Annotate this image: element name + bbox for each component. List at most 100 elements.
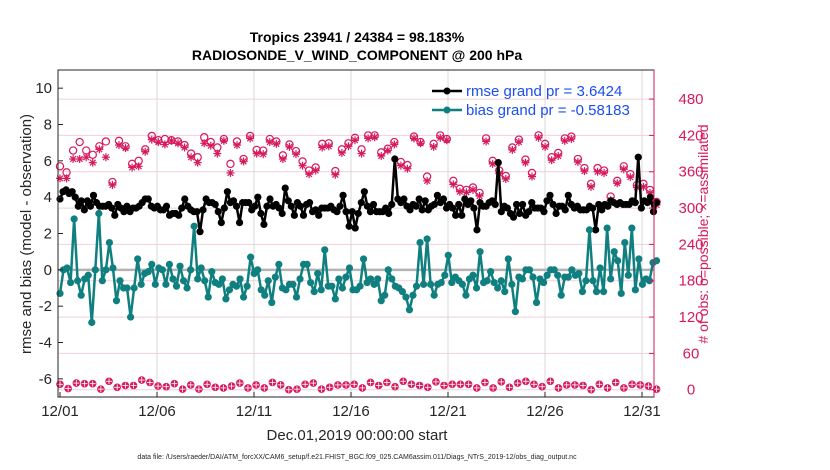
asterisk-stroke	[194, 159, 201, 166]
rmse-point	[120, 208, 128, 216]
obs-assimilated-marker	[573, 158, 582, 167]
obs-assimilated-marker	[593, 167, 602, 176]
rmse-point	[80, 206, 88, 214]
asterisk-stroke	[89, 159, 97, 166]
asterisk-stroke	[397, 162, 405, 169]
bias-point	[342, 273, 350, 281]
bias-point	[289, 280, 297, 288]
bias-point	[578, 288, 587, 296]
bias-point	[239, 293, 248, 301]
obs-assimilated-marker	[514, 138, 523, 147]
rmse-point	[305, 199, 314, 207]
rmse-point	[315, 211, 323, 219]
bias-point	[621, 238, 629, 247]
obs-assimilated-marker	[134, 162, 143, 171]
asterisk-stroke	[587, 183, 595, 191]
bias-point	[338, 284, 346, 292]
bias-point	[179, 277, 188, 285]
bias-point	[469, 271, 477, 279]
obs-assimilated-marker	[350, 136, 359, 145]
bias-point	[264, 277, 272, 285]
rmse-point	[144, 195, 152, 203]
asterisk-stroke	[168, 137, 175, 145]
bias-point	[448, 278, 456, 287]
rmse-point	[385, 209, 393, 218]
bias-point	[550, 266, 558, 274]
obs-assimilated-marker	[147, 135, 156, 144]
rmse-point	[595, 200, 603, 209]
bias-point	[511, 308, 519, 316]
obs-assimilated-marker	[206, 141, 215, 150]
obs-assimilated-marker	[482, 137, 491, 146]
asterisk-stroke	[148, 136, 156, 143]
obs-assimilated-marker	[534, 133, 543, 142]
rmse-point	[245, 199, 253, 207]
bias-point	[568, 266, 576, 274]
obs-assimilated-marker	[541, 142, 550, 151]
rmse-point	[287, 202, 295, 210]
bias-point	[441, 271, 449, 279]
asterisk-stroke	[141, 148, 149, 156]
asterisk-stroke	[305, 170, 313, 178]
asterisk-stroke	[338, 149, 346, 157]
bias-point	[504, 255, 512, 263]
rmse-point	[491, 200, 499, 209]
rmse-point	[400, 195, 408, 203]
x-ticks: 12/01 12/06 12/11 12/16 12/21 12/26 12/31	[41, 392, 661, 420]
asterisk-stroke	[82, 153, 90, 161]
asterisk-stroke	[332, 171, 339, 179]
rmse-point	[56, 195, 64, 203]
obs-assimilated-marker	[252, 149, 261, 158]
asterisk-stroke	[240, 158, 247, 165]
bias-point	[151, 280, 159, 288]
asterisk-stroke	[502, 175, 510, 183]
rmse-point	[598, 206, 606, 214]
rmse-point	[254, 193, 262, 201]
bias-point	[377, 297, 385, 305]
rmse-point	[235, 219, 244, 227]
bias-point	[144, 268, 152, 276]
obs-assimilated-marker	[409, 134, 418, 143]
obs-assimilated-marker	[62, 174, 71, 183]
asterisk-stroke	[155, 138, 162, 146]
asterisk-stroke	[594, 168, 601, 175]
obs-assimilated-marker	[160, 140, 169, 149]
bias-point	[254, 266, 262, 274]
bias-point	[165, 260, 174, 268]
bias-point	[345, 264, 354, 272]
bias-point	[592, 288, 601, 296]
legend-rmse-label: rmse grand pr = 3.6424	[466, 83, 622, 100]
asterisk-stroke	[345, 143, 352, 150]
rmse-point	[452, 211, 460, 219]
bias-point	[409, 291, 417, 299]
bias-point	[359, 255, 368, 263]
legend-bias-label: bias grand pr = -0.58183	[466, 102, 630, 119]
chart-title: Tropics 23941 / 24384 = 98.183%	[250, 29, 465, 45]
rmse-point	[564, 191, 572, 199]
obs-assimilated-marker	[187, 153, 196, 162]
rmse-point	[449, 204, 457, 212]
asterisk-stroke	[463, 189, 470, 196]
asterisk-stroke	[233, 141, 241, 149]
bias-point	[374, 275, 382, 283]
bias-point	[600, 288, 608, 296]
bias-point	[247, 253, 255, 261]
bias-point	[321, 246, 329, 254]
asterisk-stroke	[581, 167, 588, 175]
asterisk-stroke	[554, 152, 562, 160]
bias-point	[268, 298, 276, 307]
obs-assimilated-marker	[508, 145, 517, 154]
asterisk-stroke	[384, 147, 392, 154]
rmse-point	[281, 184, 289, 192]
asterisk-stroke	[161, 141, 169, 148]
obs-assimilated-marker	[259, 150, 268, 159]
obs-assimilated-marker	[180, 143, 189, 152]
asterisk-stroke	[318, 144, 326, 151]
asterisk-stroke	[96, 146, 103, 153]
bias-point	[317, 286, 325, 294]
asterisk-stroke	[469, 186, 477, 194]
asterisk-stroke	[358, 150, 365, 157]
obs-assimilated-marker	[141, 147, 150, 156]
asterisk-stroke	[541, 143, 549, 151]
